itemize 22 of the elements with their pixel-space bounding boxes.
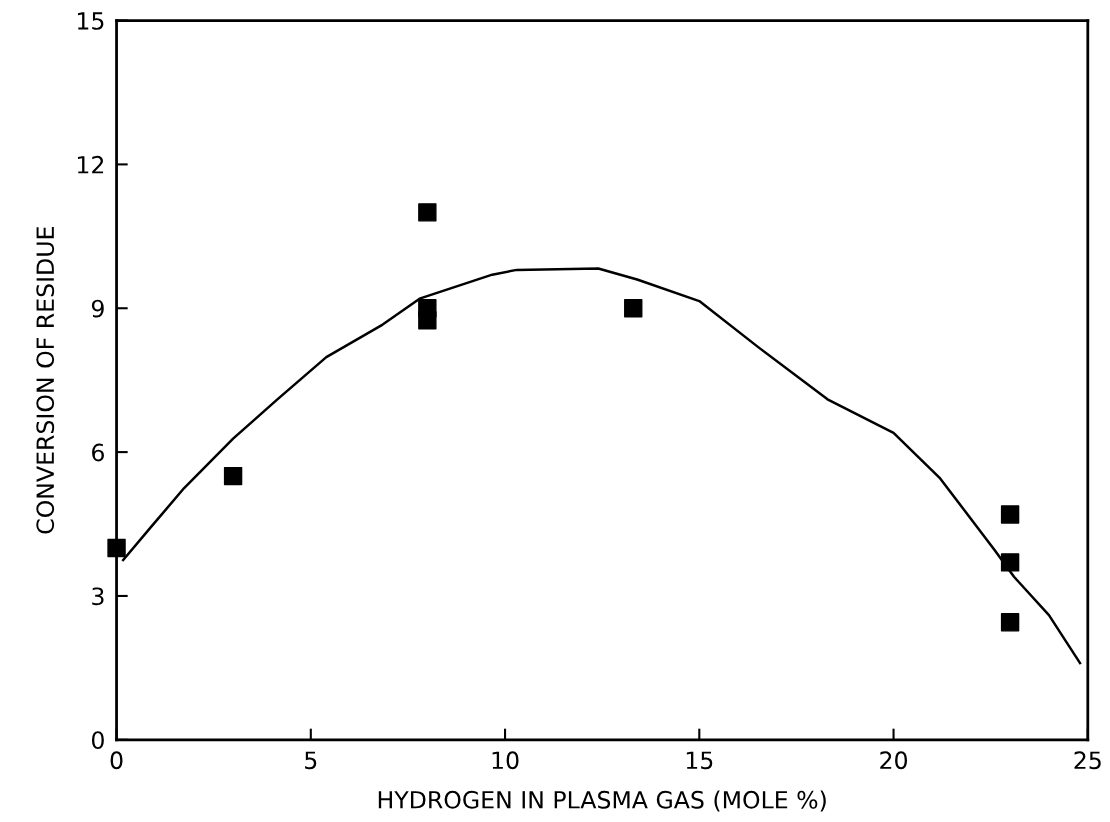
x-tick-label: 25 (1074, 751, 1101, 770)
y-tick-label: 12 (77, 155, 104, 174)
point (1000, 505, 1020, 524)
point (107, 538, 126, 558)
x-axis-title: HYDROGEN IN PLASMA GAS (MOLE %) (378, 790, 826, 812)
y-tick-label: 6 (92, 443, 104, 462)
point (1000, 553, 1020, 572)
y-tick-label: 0 (91, 731, 104, 750)
x-tick-label: 5 (305, 751, 317, 770)
y-axis-title: CONVERSION OF RESIDUE (36, 227, 55, 534)
x-tick-label: 0 (110, 751, 123, 770)
point (223, 466, 243, 486)
y-tick-label: 3 (92, 587, 104, 606)
point (418, 203, 437, 222)
x-tick-label: 20 (880, 751, 907, 770)
point (1000, 613, 1020, 632)
point (418, 311, 437, 330)
y-tick-label: 15 (77, 12, 104, 30)
y-tick-label: 9 (91, 299, 104, 318)
x-tick-label: 15 (686, 751, 713, 770)
x-tick-label: 10 (492, 751, 519, 770)
point (624, 299, 643, 318)
